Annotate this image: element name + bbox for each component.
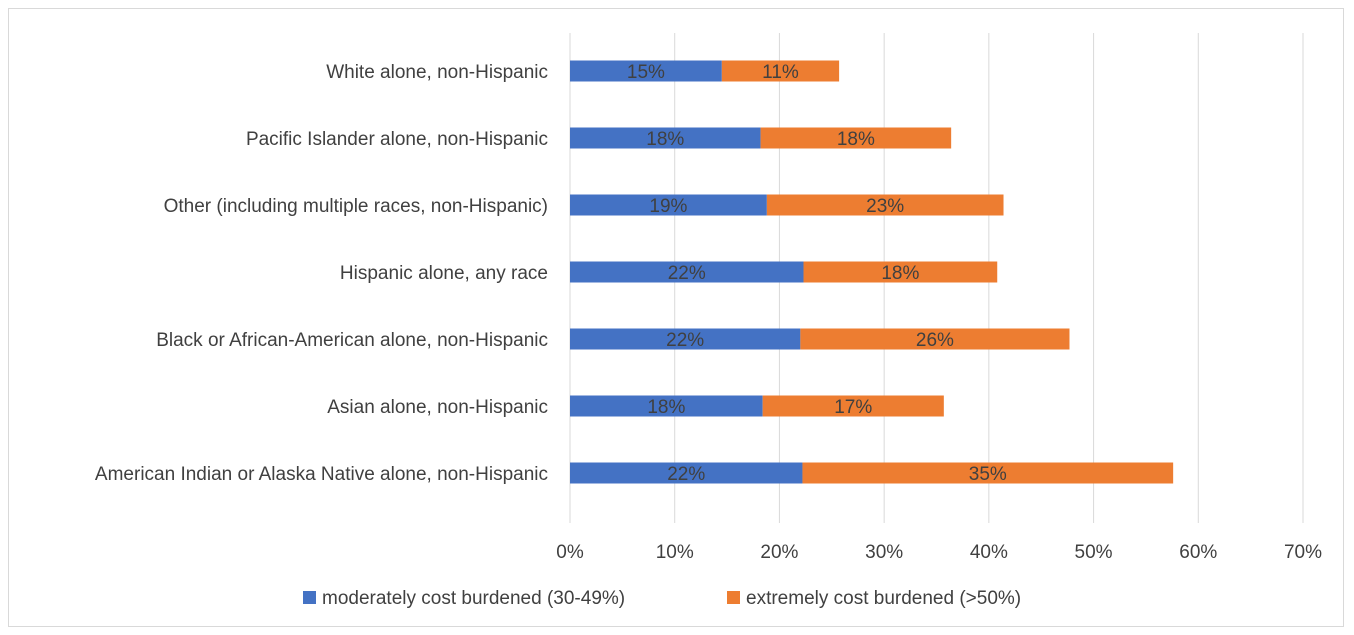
x-axis-ticks: 0% 10% 20% 30% 40% 50% 60% 70% <box>556 542 1322 563</box>
category-label: Asian alone, non-Hispanic <box>327 397 548 418</box>
category-label: White alone, non-Hispanic <box>326 62 548 83</box>
category-labels: White alone, non-Hispanic Pacific Islande… <box>95 62 548 485</box>
bar-moderate <box>570 194 767 216</box>
x-tick-label: 10% <box>656 542 694 563</box>
data-label: 22% <box>667 464 705 485</box>
stacked-bar-chart: 15% 11% 18% 18% 19% 23% 22% 18% 22% 26% 18% 17% 22% 3… <box>95 33 1322 609</box>
data-label: 22% <box>666 330 704 351</box>
data-label: 22% <box>668 263 706 284</box>
bar-extreme <box>762 395 944 417</box>
bar-extreme <box>800 328 1070 350</box>
data-label: 15% <box>627 62 665 83</box>
x-tick-label: 20% <box>760 542 798 563</box>
bar-moderate <box>570 328 801 350</box>
data-label: 18% <box>837 129 875 150</box>
data-label: 17% <box>834 397 872 418</box>
category-label: Pacific Islander alone, non-Hispanic <box>246 129 548 150</box>
legend-label: extremely cost burdened (>50%) <box>746 588 1021 609</box>
data-label: 35% <box>969 464 1007 485</box>
bars <box>570 60 1174 484</box>
data-label: 23% <box>866 196 904 217</box>
bar-extreme <box>802 462 1174 484</box>
legend-item: moderately cost burdened (30-49%) <box>303 588 625 609</box>
x-tick-label: 60% <box>1179 542 1217 563</box>
legend-item: extremely cost burdened (>50%) <box>727 588 1021 609</box>
x-tick-label: 0% <box>556 542 584 563</box>
bar-extreme <box>766 194 1004 216</box>
x-tick-label: 30% <box>865 542 903 563</box>
data-label: 18% <box>647 397 685 418</box>
data-label: 19% <box>649 196 687 217</box>
x-tick-label: 50% <box>1075 542 1113 563</box>
bar-moderate <box>570 395 763 417</box>
category-label: American Indian or Alaska Native alone, … <box>95 464 548 485</box>
bar-moderate <box>570 261 804 283</box>
x-tick-label: 70% <box>1284 542 1322 563</box>
bar-moderate <box>570 462 803 484</box>
data-label: 18% <box>881 263 919 284</box>
data-labels: 15% 11% 18% 18% 19% 23% 22% 18% 22% 26% 18% 17% 22% 3… <box>627 62 1007 485</box>
category-label: Other (including multiple races, non-His… <box>164 196 548 217</box>
data-label: 11% <box>762 62 799 83</box>
legend-swatch <box>727 591 740 604</box>
legend-swatch <box>303 591 316 604</box>
bar-moderate <box>570 127 761 149</box>
data-label: 26% <box>916 330 954 351</box>
bar-extreme <box>721 60 840 82</box>
category-label: Hispanic alone, any race <box>340 263 548 284</box>
bar-extreme <box>803 261 998 283</box>
x-tick-label: 40% <box>970 542 1008 563</box>
legend: moderately cost burdened (30-49%) extreme… <box>303 588 1021 609</box>
bar-moderate <box>570 60 722 82</box>
data-label: 18% <box>646 129 684 150</box>
category-label: Black or African-American alone, non-His… <box>156 330 548 351</box>
chart-frame: 15% 11% 18% 18% 19% 23% 22% 18% 22% 26% 18% 17% 22% 3… <box>8 8 1344 627</box>
legend-label: moderately cost burdened (30-49%) <box>322 588 625 609</box>
bar-extreme <box>760 127 952 149</box>
